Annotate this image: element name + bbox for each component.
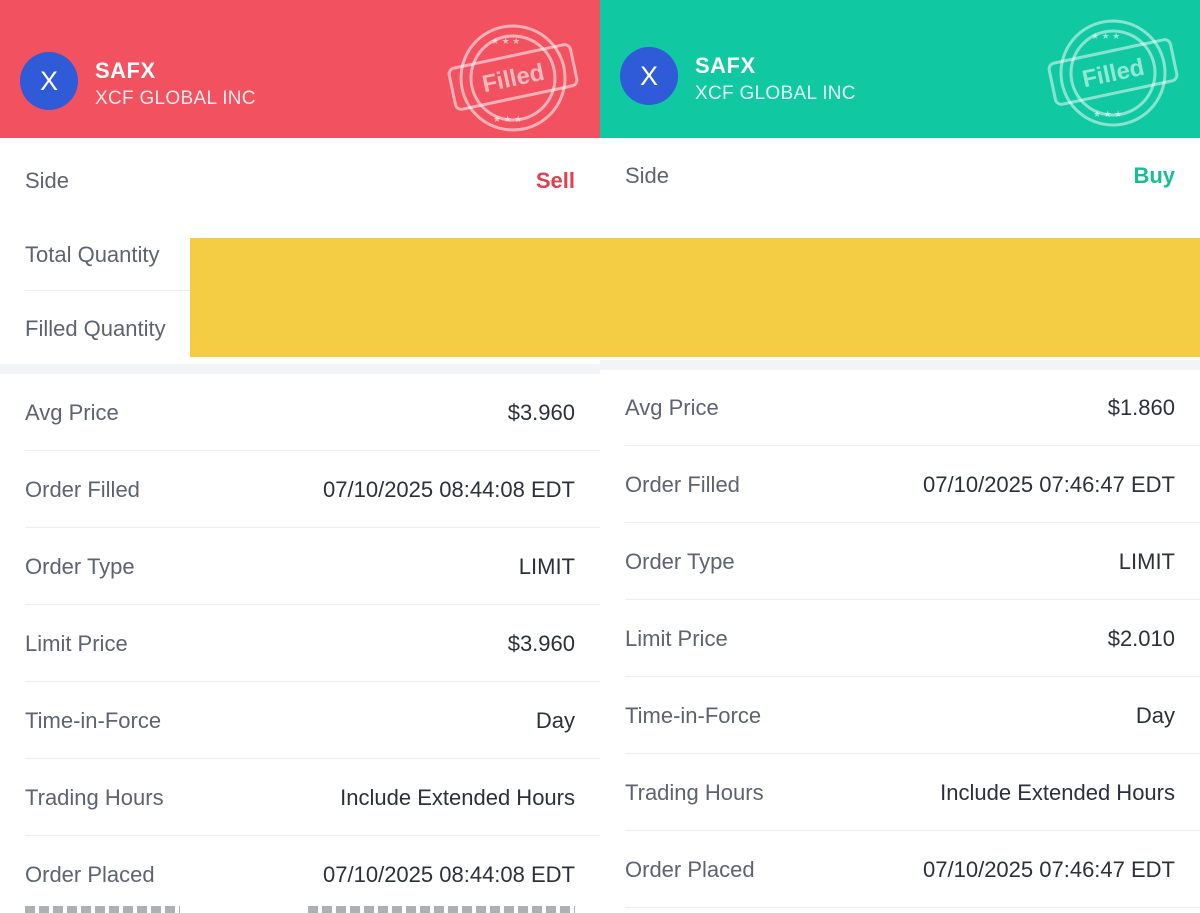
trading-hours-value: Include Extended Hours <box>340 785 575 810</box>
company-name: XCF GLOBAL INC <box>95 88 256 109</box>
side-label: Side <box>625 163 670 188</box>
divider <box>625 676 1200 677</box>
limit-price-value: $3.960 <box>507 631 575 656</box>
order-placed-value: 07/10/2025 08:44:08 EDT <box>323 862 575 887</box>
divider <box>25 450 600 451</box>
side-value: Buy <box>1133 163 1175 188</box>
order-type-label: Order Type <box>625 549 735 574</box>
company-name: XCF GLOBAL INC <box>695 83 856 104</box>
avg-price-label: Avg Price <box>625 395 719 420</box>
order-type-label: Order Type <box>25 554 135 579</box>
divider <box>25 835 600 836</box>
limit-price-label: Limit Price <box>625 626 728 651</box>
cutoff-row-label <box>25 906 180 913</box>
divider <box>625 599 1200 600</box>
avg-price-label: Avg Price <box>25 400 119 425</box>
divider <box>25 604 600 605</box>
redaction-block <box>190 238 1200 357</box>
svg-text:★ ★ ★: ★ ★ ★ <box>491 36 520 46</box>
order-type-value: LIMIT <box>518 554 575 579</box>
filled-quantity-label: Filled Quantity <box>25 316 166 341</box>
divider <box>25 758 600 759</box>
divider <box>25 681 600 682</box>
side-value: Sell <box>535 168 575 193</box>
trading-hours-label: Trading Hours <box>25 785 164 810</box>
total-quantity-label: Total Quantity <box>25 242 160 267</box>
order-filled-value: 07/10/2025 08:44:08 EDT <box>323 477 575 502</box>
buy-order-panel: X SAFX XCF GLOBAL INC ★ ★ ★ ★ ★ ★ Filled… <box>600 0 1200 913</box>
ticker-avatar: X <box>620 47 678 105</box>
order-header-buy: X SAFX XCF GLOBAL INC ★ ★ ★ ★ ★ ★ Filled <box>600 0 1200 138</box>
order-filled-value: 07/10/2025 07:46:47 EDT <box>923 472 1175 497</box>
filled-stamp-icon: ★ ★ ★ ★ ★ ★ Filled <box>447 24 579 132</box>
order-header-sell: X SAFX XCF GLOBAL INC ★ ★ ★ ★ ★ ★ Filled <box>0 0 600 138</box>
order-filled-label: Order Filled <box>625 472 740 497</box>
ticker-symbol: SAFX <box>95 58 156 83</box>
svg-text:★ ★ ★: ★ ★ ★ <box>493 114 522 124</box>
section-gap <box>0 364 600 374</box>
avg-price-value: $1.860 <box>1107 395 1175 420</box>
time-in-force-value: Day <box>535 708 575 733</box>
divider <box>625 522 1200 523</box>
time-in-force-label: Time-in-Force <box>25 708 162 733</box>
order-placed-value: 07/10/2025 07:46:47 EDT <box>923 857 1175 882</box>
divider <box>625 907 1200 908</box>
time-in-force-label: Time-in-Force <box>625 703 762 728</box>
order-placed-label: Order Placed <box>25 862 155 887</box>
order-filled-label: Order Filled <box>25 477 140 502</box>
svg-text:★ ★ ★: ★ ★ ★ <box>1091 31 1120 41</box>
divider <box>625 830 1200 831</box>
order-placed-label: Order Placed <box>625 857 755 882</box>
cutoff-row-value <box>308 906 575 913</box>
svg-text:★ ★ ★: ★ ★ ★ <box>1093 109 1122 119</box>
section-gap <box>600 360 1200 370</box>
order-type-value: LIMIT <box>1118 549 1175 574</box>
side-label: Side <box>25 168 70 193</box>
limit-price-value: $2.010 <box>1107 626 1175 651</box>
divider <box>625 445 1200 446</box>
time-in-force-value: Day <box>1135 703 1175 728</box>
avg-price-value: $3.960 <box>507 400 575 425</box>
divider <box>625 753 1200 754</box>
filled-stamp-icon: ★ ★ ★ ★ ★ ★ Filled <box>1047 19 1179 127</box>
trading-hours-value: Include Extended Hours <box>940 780 1175 805</box>
limit-price-label: Limit Price <box>25 631 128 656</box>
trading-hours-label: Trading Hours <box>625 780 764 805</box>
divider <box>25 527 600 528</box>
ticker-avatar: X <box>20 52 78 110</box>
ticker-symbol: SAFX <box>695 53 756 78</box>
sell-order-panel: X SAFX XCF GLOBAL INC ★ ★ ★ ★ ★ ★ Filled… <box>0 0 600 913</box>
